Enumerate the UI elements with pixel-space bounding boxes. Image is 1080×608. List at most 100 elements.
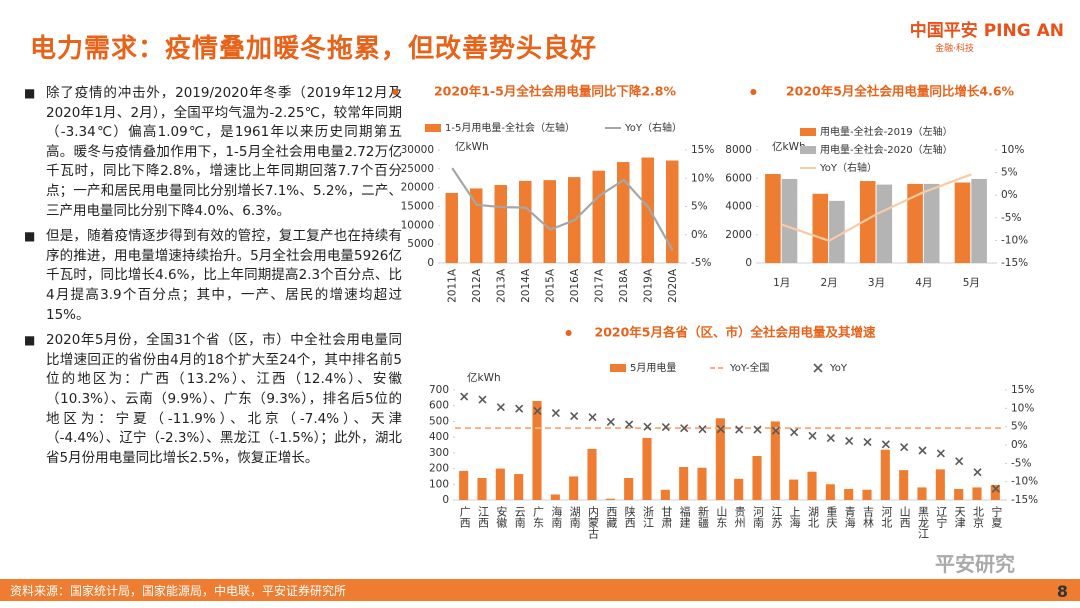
- bar: [829, 200, 845, 263]
- legend-label: YoY（右轴）: [624, 121, 682, 134]
- bar: [543, 180, 556, 263]
- watermark: 平安研究: [935, 552, 1015, 576]
- chart-title: 2020年5月各省（区、市）全社会用电量及其增速: [595, 325, 876, 340]
- x-tick-label: 湖北: [807, 506, 820, 528]
- charts: 2020年1-5月全社会用电量同比下降2.8%亿kWh0500010000150…: [392, 84, 1038, 539]
- marker: [753, 425, 762, 434]
- legend-label: YoY（右轴）: [819, 161, 877, 174]
- y2-tick-label: -15%: [1001, 257, 1028, 269]
- bar: [605, 498, 615, 500]
- marker: [881, 440, 890, 449]
- x-tick-label: 江苏: [770, 506, 783, 529]
- x-tick-label: 3月: [868, 277, 885, 289]
- x-tick-label: 海南: [550, 505, 563, 528]
- y2-tick-label: 10%: [1011, 402, 1034, 414]
- bar: [907, 183, 923, 263]
- marker: [826, 433, 835, 443]
- y-tick-label: 300: [429, 447, 449, 459]
- bar: [825, 484, 835, 500]
- bar: [660, 489, 670, 500]
- x-tick-label: 黑龙江: [917, 506, 930, 539]
- y-tick-label: 100: [429, 478, 449, 490]
- bar: [715, 418, 725, 500]
- y-tick-label: 700: [429, 384, 449, 396]
- x-tick-label: 天津: [953, 506, 966, 528]
- x-tick-label: 宁夏: [990, 505, 1003, 528]
- x-tick-label: 吉林: [862, 506, 875, 528]
- y-tick-label: 200: [429, 463, 449, 475]
- x-tick-label: 河北: [880, 506, 893, 528]
- x-tick-label: 上海: [788, 506, 801, 529]
- bar: [954, 489, 964, 500]
- y2-tick-label: 15%: [1011, 384, 1034, 396]
- x-tick-label: 云南: [513, 506, 526, 528]
- marker: [973, 468, 982, 477]
- y2-tick-label: 10%: [691, 172, 714, 184]
- legend-label: 用电量-全社会-2020（左轴）: [820, 143, 953, 156]
- x-tick-label: 湖南: [568, 506, 581, 528]
- marker: [570, 411, 579, 421]
- bar: [550, 494, 560, 500]
- y-tick-label: 400: [429, 431, 449, 443]
- bar: [807, 471, 817, 500]
- marker: [955, 457, 964, 466]
- marker: [991, 484, 1000, 493]
- bar: [642, 437, 652, 500]
- title-dot: [392, 89, 399, 95]
- x-tick-label: 山西: [898, 506, 911, 528]
- x-tick-label: 陕西: [623, 505, 636, 528]
- logo-en: PING AN: [983, 21, 1064, 41]
- x-tick-label: 北京: [972, 506, 985, 529]
- marker: [643, 422, 652, 431]
- bar: [789, 479, 799, 500]
- y2-tick-label: -5%: [691, 257, 711, 269]
- y-tick-label: 600: [429, 400, 449, 412]
- x-tick-label: 辽宁: [935, 506, 948, 528]
- marker: [625, 420, 634, 429]
- y-tick-label: 0: [745, 257, 752, 269]
- x-tick-label: 2017A: [593, 268, 605, 303]
- bar: [697, 467, 707, 500]
- y-tick-label: 25000: [401, 163, 434, 175]
- bar: [844, 489, 854, 500]
- x-tick-label: 4月: [915, 277, 932, 289]
- x-tick-label: 2012A: [471, 268, 483, 303]
- marker: [460, 392, 469, 401]
- bar: [954, 182, 971, 263]
- footer-bar: 资料来源：国家统计局，国家能源局，中电联，平安证券研究所: [0, 579, 1080, 601]
- y2-tick-label: 10%: [1001, 144, 1024, 156]
- x-tick-label: 青海: [843, 506, 856, 529]
- bar: [812, 193, 829, 263]
- bar: [876, 184, 893, 263]
- chart-title: 2020年5月全社会用电量同比增长4.6%: [786, 84, 1015, 99]
- line: [451, 167, 674, 252]
- legend-label: 1-5月用电量-全社会（左轴）: [445, 121, 575, 134]
- bar: [917, 487, 927, 500]
- x-tick-label: 浙江: [642, 506, 655, 528]
- legend-swatch: [800, 128, 816, 136]
- marker: [936, 449, 945, 458]
- bullet: 但是，随着疫情逐步得到有效的管控，复工复产也在持续有序的推进，用电量增速持续抬升…: [24, 227, 402, 325]
- bar: [734, 478, 744, 500]
- y2-tick-label: -10%: [1011, 476, 1038, 488]
- bar: [862, 489, 872, 500]
- bullet: 2020年5月份，全国31个省（区，市）中全社会用电量同比增速回正的省份由4月的…: [24, 331, 402, 468]
- bar: [495, 468, 505, 500]
- bar: [494, 185, 507, 263]
- marker: [863, 438, 872, 447]
- line: [781, 173, 972, 243]
- x-tick-label: 新疆: [697, 505, 710, 528]
- y2-tick-label: 0%: [1011, 439, 1028, 451]
- marker: [918, 446, 927, 455]
- x-tick-label: 2月: [821, 277, 838, 289]
- y-tick-label: 10000: [401, 219, 434, 231]
- x-tick-label: 广东: [532, 506, 545, 528]
- x-tick-label: 2015A: [544, 268, 556, 303]
- bar: [899, 470, 909, 500]
- bar: [569, 476, 579, 500]
- marker: [680, 424, 689, 433]
- legend-swatch: [610, 364, 626, 372]
- x-tick-label: 1月: [773, 277, 790, 289]
- x-tick-label: 甘肃: [660, 506, 673, 529]
